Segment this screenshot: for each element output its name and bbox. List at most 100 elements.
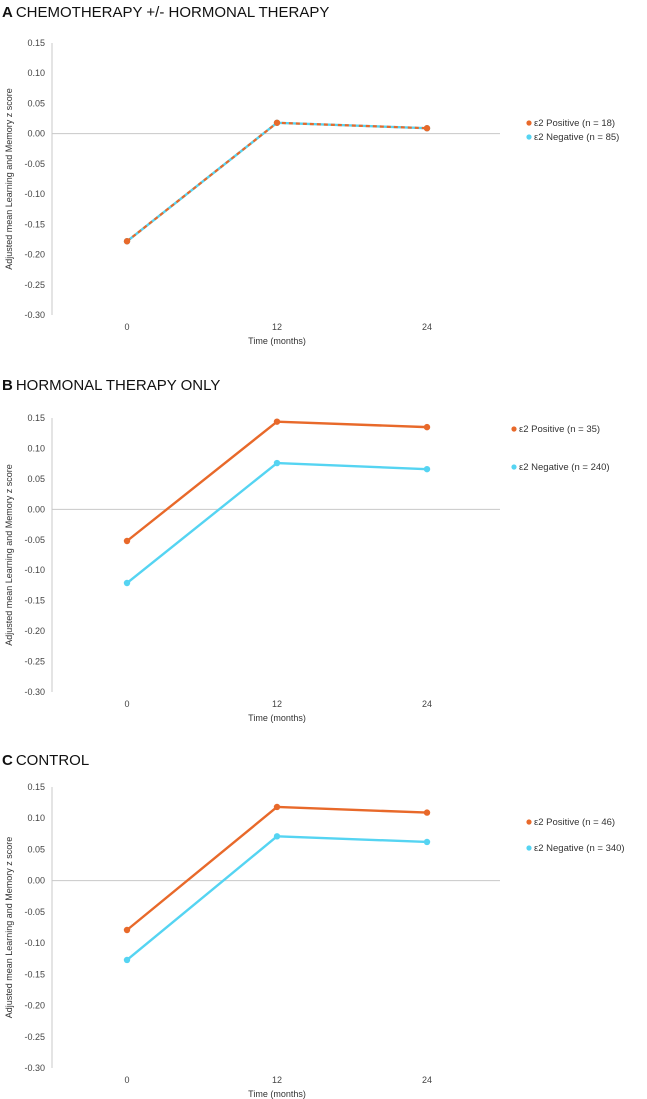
- data-point-negative: [273, 459, 281, 467]
- legend-label: ε2 Negative (n = 85): [534, 132, 619, 143]
- y-tick-label: -0.05: [24, 535, 45, 545]
- y-tick-label: -0.25: [24, 280, 45, 290]
- legend-item-negative: ε2 Negative (n = 340): [526, 843, 625, 854]
- y-tick-label: -0.20: [24, 250, 45, 260]
- x-tick-label: 24: [422, 699, 432, 709]
- y-tick-label: -0.05: [24, 159, 45, 169]
- legend-item-positive: ε2 Positive (n = 35): [511, 424, 600, 435]
- y-tick-label: -0.10: [24, 938, 45, 948]
- series-line-positive: [126, 420, 428, 542]
- y-tick-label: 0.05: [27, 98, 45, 108]
- y-tick-label: 0.10: [27, 68, 45, 78]
- y-tick-label: -0.30: [24, 1063, 45, 1073]
- series-negative: [123, 119, 431, 245]
- legend-marker: [526, 819, 532, 825]
- y-tick-label: -0.10: [24, 565, 45, 575]
- x-axis-label: Time (months): [248, 1089, 306, 1099]
- legend-marker: [511, 426, 517, 432]
- y-tick-label: 0.05: [27, 844, 45, 854]
- x-tick-label: 0: [124, 322, 129, 332]
- series-line-positive: [126, 121, 428, 243]
- x-tick-label: 24: [422, 1075, 432, 1085]
- x-tick-label: 24: [422, 322, 432, 332]
- panel-c: C CONTROL 0.15 0.10 0.05 0.00 -0.05 -0.10 -0.15 -…: [2, 752, 625, 1099]
- y-tick-label: -0.10: [24, 189, 45, 199]
- panel-letter: A: [2, 4, 13, 21]
- x-tick-label: 0: [124, 699, 129, 709]
- data-point-positive: [273, 119, 281, 126]
- y-tick-label: -0.30: [24, 687, 45, 697]
- x-tick-label: 12: [272, 1075, 282, 1085]
- legend-label: ε2 Positive (n = 35): [519, 424, 600, 435]
- y-tick-label: -0.30: [24, 310, 45, 320]
- data-point-positive: [423, 423, 431, 431]
- legend-marker: [511, 464, 517, 470]
- legend-label: ε2 Negative (n = 240): [519, 462, 610, 473]
- legend-item-negative: ε2 Negative (n = 85): [526, 132, 619, 143]
- panel-b: B HORMONAL THERAPY ONLY 0.15 0.10 0.05 0.00 -0…: [2, 377, 610, 723]
- panel-title-text: CHEMOTHERAPY +/- HORMONAL THERAPY: [16, 4, 330, 21]
- legend-label: ε2 Negative (n = 340): [534, 843, 625, 854]
- x-tick-label: 12: [272, 322, 282, 332]
- y-tick-label: 0.05: [27, 474, 45, 484]
- series-line-negative: [126, 121, 428, 243]
- y-tick-label: 0.00: [27, 504, 45, 514]
- panel-title-text: CONTROL: [16, 752, 89, 769]
- panel-title-text: HORMONAL THERAPY ONLY: [16, 377, 221, 394]
- y-tick-label: -0.05: [24, 907, 45, 917]
- data-point-negative: [273, 833, 281, 840]
- legend-label: ε2 Positive (n = 46): [534, 817, 615, 828]
- x-tick-label: 12: [272, 699, 282, 709]
- y-tick-label: -0.20: [24, 626, 45, 636]
- y-tick-label: 0.15: [27, 38, 45, 48]
- legend-item-positive: ε2 Positive (n = 18): [526, 118, 615, 129]
- series-negative: [123, 833, 431, 964]
- y-tick-label: -0.15: [24, 219, 45, 229]
- x-axis-label: Time (months): [248, 336, 306, 346]
- data-point-positive: [123, 238, 131, 245]
- legend-label: ε2 Positive (n = 18): [534, 118, 615, 129]
- panel-a: A CHEMOTHERAPY +/- HORMONAL THERAPY 0.15 0.…: [2, 4, 619, 346]
- y-tick-label: 0.15: [27, 782, 45, 792]
- panel-letter: C: [2, 752, 13, 769]
- data-point-positive: [273, 803, 281, 811]
- series-positive: [123, 418, 431, 545]
- data-point-positive: [123, 537, 131, 545]
- legend-marker: [526, 120, 532, 126]
- y-tick-label: -0.25: [24, 1032, 45, 1042]
- series-positive: [123, 119, 431, 245]
- data-point-positive: [123, 926, 131, 934]
- data-point-negative: [423, 465, 431, 473]
- panel-letter: B: [2, 377, 13, 394]
- legend-item-negative: ε2 Negative (n = 240): [511, 462, 610, 473]
- y-tick-label: 0.15: [27, 413, 45, 423]
- legend-item-positive: ε2 Positive (n = 46): [526, 817, 615, 828]
- series-line-positive: [126, 805, 428, 931]
- legend-marker: [526, 845, 532, 851]
- y-tick-label: -0.20: [24, 1001, 45, 1011]
- series-line-negative: [126, 461, 428, 584]
- data-point-negative: [123, 579, 131, 587]
- y-tick-label: 0.10: [27, 813, 45, 823]
- y-tick-label: 0.00: [27, 129, 45, 139]
- y-tick-label: 0.00: [27, 876, 45, 886]
- x-tick-label: 0: [124, 1075, 129, 1085]
- series-line-negative: [126, 835, 428, 961]
- data-point-positive: [423, 809, 431, 816]
- data-point-negative: [423, 838, 431, 846]
- data-point-negative: [123, 956, 131, 964]
- y-tick-label: 0.10: [27, 443, 45, 453]
- legend-marker: [526, 134, 532, 140]
- y-axis-label: Adjusted mean Learning and Memory z scor…: [4, 464, 14, 646]
- y-axis-label: Adjusted mean Learning and Memory z scor…: [4, 88, 14, 270]
- data-point-positive: [273, 418, 281, 425]
- panel-title: C CONTROL: [2, 752, 89, 769]
- panel-title: A CHEMOTHERAPY +/- HORMONAL THERAPY: [2, 4, 329, 21]
- panel-title: B HORMONAL THERAPY ONLY: [2, 377, 220, 394]
- series-negative: [123, 459, 431, 587]
- data-point-positive: [423, 125, 431, 132]
- x-axis-label: Time (months): [248, 713, 306, 723]
- y-axis-label: Adjusted mean Learning and Memory z scor…: [4, 837, 14, 1019]
- y-tick-label: -0.15: [24, 969, 45, 979]
